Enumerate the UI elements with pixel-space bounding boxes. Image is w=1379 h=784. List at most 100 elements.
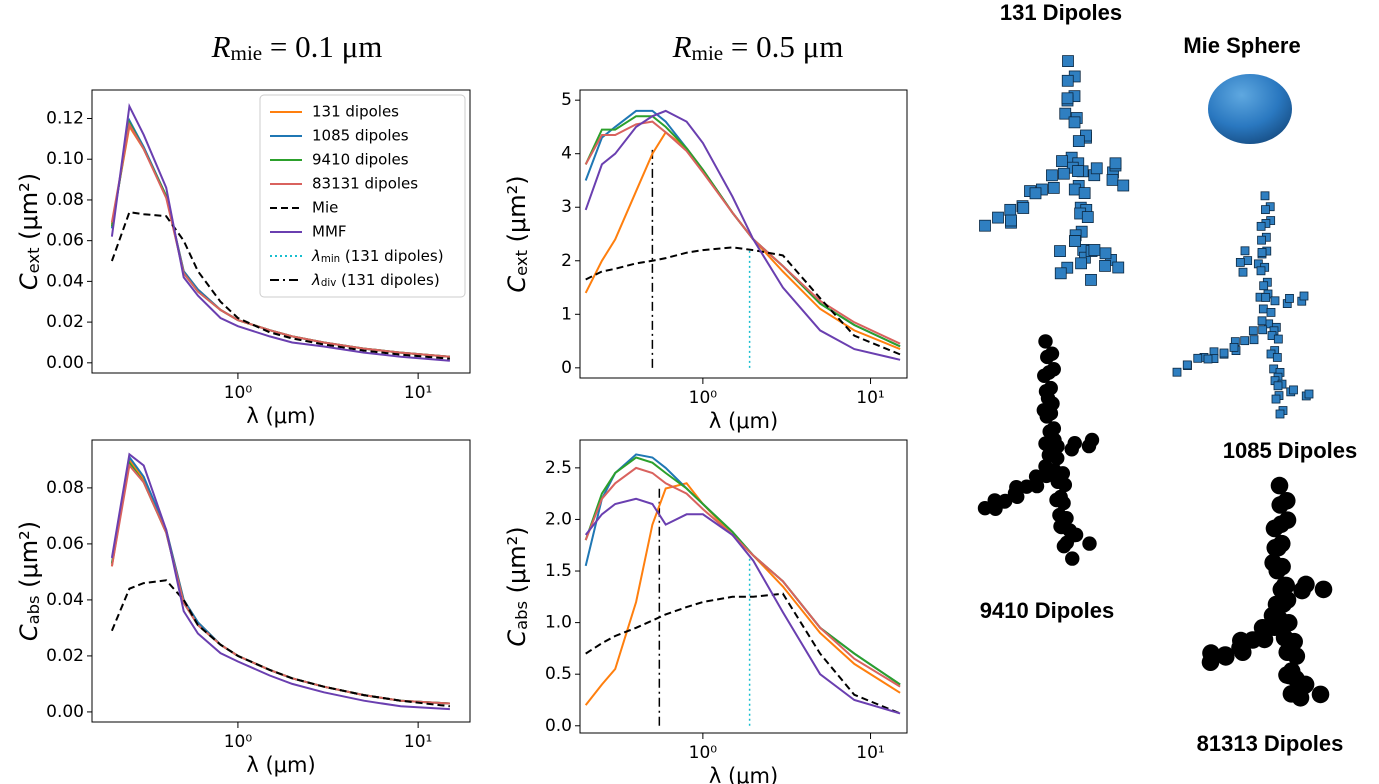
aggregate-blob — [1270, 476, 1289, 495]
y-tick-label: 1.5 — [545, 561, 572, 581]
aggregate-cube — [1085, 273, 1097, 286]
aggregate-blob — [1297, 575, 1315, 594]
aggregate-blob — [1039, 409, 1054, 424]
aggregate-cube — [1273, 381, 1283, 391]
legend-label-part: div — [321, 278, 336, 289]
aggregate-cube — [1272, 353, 1282, 362]
aggregate-cube — [1203, 354, 1213, 364]
legend-box — [259, 94, 466, 298]
image-label: 9410 Dipoles — [980, 598, 1115, 623]
y-axis-label-part: (μm²) — [503, 175, 531, 250]
aggregate-blob — [1280, 666, 1299, 685]
legend-label-part: λ — [311, 271, 321, 289]
plot-frame — [91, 439, 471, 723]
aggregate-blob — [1029, 478, 1045, 494]
aggregate-blob — [1039, 468, 1054, 484]
aggregate-cube — [1248, 326, 1258, 336]
y-axis-label-part: abs — [512, 601, 531, 630]
y-tick-label: 0.00 — [46, 702, 84, 722]
y-axis-label: Cext (μm²) — [503, 175, 531, 292]
aggregate-cube — [1061, 74, 1074, 87]
x-axis-label: λ (μm) — [709, 409, 778, 433]
series-line — [110, 452, 450, 711]
aggregate-blob — [1279, 614, 1298, 632]
y-tick-label: 0 — [561, 358, 572, 378]
series-line — [584, 453, 901, 686]
aggregate-cube — [1062, 55, 1074, 67]
aggregate-cube — [1088, 244, 1101, 256]
aggregate-cube — [1068, 116, 1081, 129]
column-title-part: = 0.5 μm — [723, 29, 843, 64]
column-title-part: R — [211, 29, 231, 64]
series-line — [110, 579, 451, 708]
y-tick-label: 0.04 — [46, 271, 84, 291]
aggregate-cube — [1099, 259, 1111, 272]
x-tick-label: 10⁰ — [224, 383, 253, 403]
aggregate-cube — [1193, 353, 1203, 363]
aggregate-blob — [1271, 496, 1290, 514]
y-tick-label: 0.08 — [46, 190, 84, 210]
aggregate-cube — [1047, 181, 1060, 194]
aggregate-blob — [1050, 451, 1065, 466]
y-axis-label: Cabs (μm²) — [503, 526, 531, 646]
aggregate-cube — [1235, 257, 1245, 267]
aggregate-cube — [1270, 296, 1280, 306]
aggregate-cube — [1106, 173, 1119, 186]
y-axis-label: Cext (μm²) — [15, 173, 43, 290]
aggregate-blob — [1068, 527, 1084, 543]
aggregate-blob — [1231, 639, 1249, 657]
aggregate-cube — [1219, 348, 1229, 358]
y-tick-label: 0.5 — [545, 664, 572, 684]
aggregate-blob — [1050, 439, 1065, 454]
aggregate-cube — [992, 211, 1004, 224]
column-title-part: mie — [692, 41, 724, 65]
aggregate-cube — [1109, 157, 1122, 170]
aggregate-cube — [1069, 235, 1081, 248]
aggregate-cube — [1275, 409, 1285, 419]
aggregate-cube — [1099, 247, 1112, 260]
y-tick-label: 0.10 — [46, 149, 84, 169]
y-tick-label: 0.00 — [46, 353, 84, 373]
aggregate-cube — [1259, 281, 1269, 291]
aggregate-blob — [1019, 479, 1034, 494]
aggregate-cube — [1046, 169, 1058, 182]
image-label: 81313 Dipoles — [1197, 731, 1344, 756]
y-tick-label: 0.04 — [46, 590, 84, 610]
series-line — [584, 497, 901, 715]
aggregate-cube — [1273, 334, 1283, 344]
aggregate-blob — [1065, 551, 1080, 566]
series-line — [584, 130, 901, 351]
y-axis-label-part: (μm²) — [503, 526, 531, 601]
x-tick-label: 10⁰ — [224, 732, 253, 752]
y-tick-label: 0.08 — [46, 478, 84, 498]
y-tick-label: 3 — [561, 197, 572, 217]
x-tick-label: 10¹ — [404, 732, 432, 752]
legend-label: 131 dipoles — [312, 103, 399, 121]
legend-label-part: (131 dipoles) — [336, 271, 439, 289]
aggregate-cube — [1075, 257, 1087, 270]
plot-frame — [579, 439, 908, 734]
aggregate-cube — [1257, 247, 1267, 257]
y-tick-label: 0.0 — [545, 716, 572, 736]
legend-label: Mie — [312, 199, 338, 217]
aggregate-cube — [1261, 293, 1271, 302]
y-axis-label-part: C — [15, 624, 43, 641]
aggregate-blob — [1311, 685, 1330, 704]
aggregate-cube — [1266, 307, 1276, 317]
y-tick-label: 0.06 — [46, 534, 84, 554]
aggregate-blob — [1040, 349, 1055, 365]
aggregate-cube — [1249, 335, 1259, 345]
series-line — [584, 466, 901, 688]
aggregate-blob — [1084, 432, 1100, 448]
x-tick-label: 10⁰ — [689, 743, 718, 763]
series-line — [584, 456, 901, 686]
aggregate-cube — [1257, 235, 1266, 245]
aggregate-cube — [1004, 203, 1017, 216]
aggregate-cube — [1261, 205, 1270, 215]
aggregate-cube — [1059, 107, 1072, 120]
aggregate-cube — [1061, 92, 1074, 105]
y-tick-label: 2 — [561, 251, 572, 271]
y-axis-label: Cabs (μm²) — [15, 521, 43, 641]
aggregate-cube — [1005, 214, 1017, 227]
